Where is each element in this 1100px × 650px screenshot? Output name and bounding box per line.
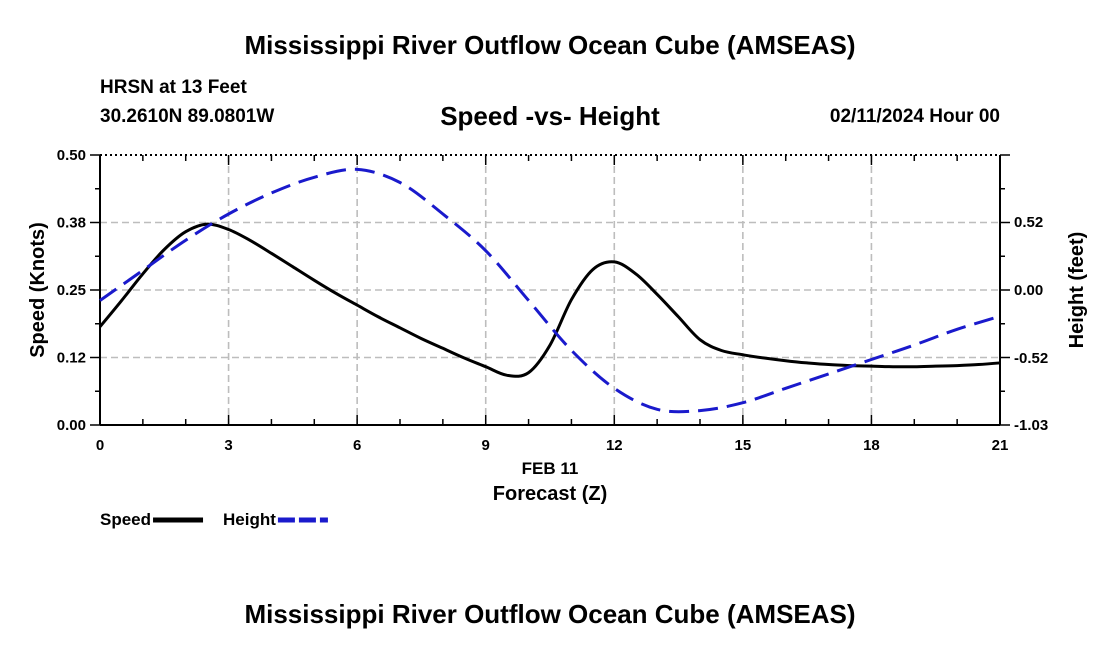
data-point-speed [100,326,101,327]
data-point-speed [571,299,572,300]
data-point-height [657,409,658,410]
data-point-speed [421,338,422,339]
data-point-height [271,193,272,194]
station-coords: 30.2610N 89.0801W [100,106,275,127]
x-tick-label: 21 [992,437,1009,454]
data-point-speed [785,360,786,361]
data-point-speed [357,305,358,306]
data-point-height [700,410,701,411]
data-point-height [142,270,143,271]
data-point-height [100,300,101,301]
chart-footer-title: Mississippi River Outflow Ocean Cube (AM… [244,599,856,629]
data-point-height [357,169,358,170]
data-point-speed [314,280,315,281]
y-right-axis-title: Height (feet) [1066,232,1088,349]
chart-main-title: Mississippi River Outflow Ocean Cube (AM… [244,30,856,60]
data-point-height [614,388,615,389]
data-point-speed [271,253,272,254]
data-point-height [914,345,915,346]
x-tick-label: 18 [863,437,880,454]
series-line-height [99,167,1001,414]
data-point-speed [528,372,529,373]
data-point-height [571,350,572,351]
data-point-speed [142,273,143,274]
data-point-speed [292,266,293,267]
y-left-tick-label: 0.25 [57,282,86,299]
data-point-height [528,300,529,301]
x-axis-title: Forecast (Z) [493,483,607,505]
y-right-tick-label: 0.52 [1014,214,1043,231]
data-point-speed [507,375,508,376]
data-point-speed [400,327,401,328]
x-tick-label: 0 [96,437,104,454]
data-point-height [1000,316,1001,317]
legend-label-speed: Speed [100,510,151,529]
data-point-speed [485,366,486,367]
x-tick-label: 3 [224,437,232,454]
data-point-height [742,402,743,403]
y-left-tick-label: 0.50 [57,147,86,164]
forecast-datetime: 02/11/2024 Hour 00 [829,106,1000,127]
data-point-speed [678,317,679,318]
x-tick-label: 9 [482,437,490,454]
data-point-height [957,329,958,330]
y-left-tick-label: 0.12 [57,350,86,367]
data-point-height [828,373,829,374]
y-left-tick-label: 0.00 [57,417,86,434]
data-point-speed [871,366,872,367]
data-point-speed [635,273,636,274]
data-point-speed [228,229,229,230]
data-point-height [442,214,443,215]
data-point-speed [935,366,936,367]
data-point-speed [1000,362,1001,363]
data-point-speed [250,240,251,241]
data-point-speed [807,362,808,363]
x-tick-label: 15 [735,437,752,454]
data-point-speed [614,261,615,262]
data-point-speed [378,317,379,318]
x-tick-label: 12 [606,437,623,454]
legend-label-height: Height [223,510,276,529]
x-date-label: FEB 11 [522,459,579,478]
data-point-speed [828,364,829,365]
data-point-height [185,240,186,241]
data-point-speed [914,366,915,367]
data-point-height [785,388,786,389]
data-point-height [314,177,315,178]
data-point-speed [464,358,465,359]
data-point-speed [721,350,722,351]
chart-subtitle: Speed -vs- Height [440,101,660,131]
y-right-tick-label: -1.03 [1014,417,1048,434]
data-point-speed [892,366,893,367]
station-label: HRSN at 13 Feet [100,77,247,98]
y-left-axis-title: Speed (Knots) [27,222,49,358]
data-point-speed [978,364,979,365]
data-point-speed [957,365,958,366]
data-point-speed [207,224,208,225]
data-point-speed [700,339,701,340]
data-point-height [485,250,486,251]
data-point-speed [335,293,336,294]
data-point-height [228,214,229,215]
data-point-height [400,182,401,183]
y-right-tick-label: 0.00 [1014,282,1043,299]
data-point-speed [121,300,122,301]
data-point-speed [164,249,165,250]
data-point-speed [442,348,443,349]
y-left-tick-label: 0.38 [57,215,86,232]
data-point-speed [657,294,658,295]
data-point-speed [550,345,551,346]
y-right-tick-label: -0.52 [1014,350,1048,367]
data-point-speed [592,269,593,270]
data-point-height [871,359,872,360]
series-line-speed [98,222,1001,378]
data-point-speed [742,354,743,355]
data-point-speed [764,358,765,359]
data-point-speed [185,231,186,232]
x-tick-label: 6 [353,437,361,454]
